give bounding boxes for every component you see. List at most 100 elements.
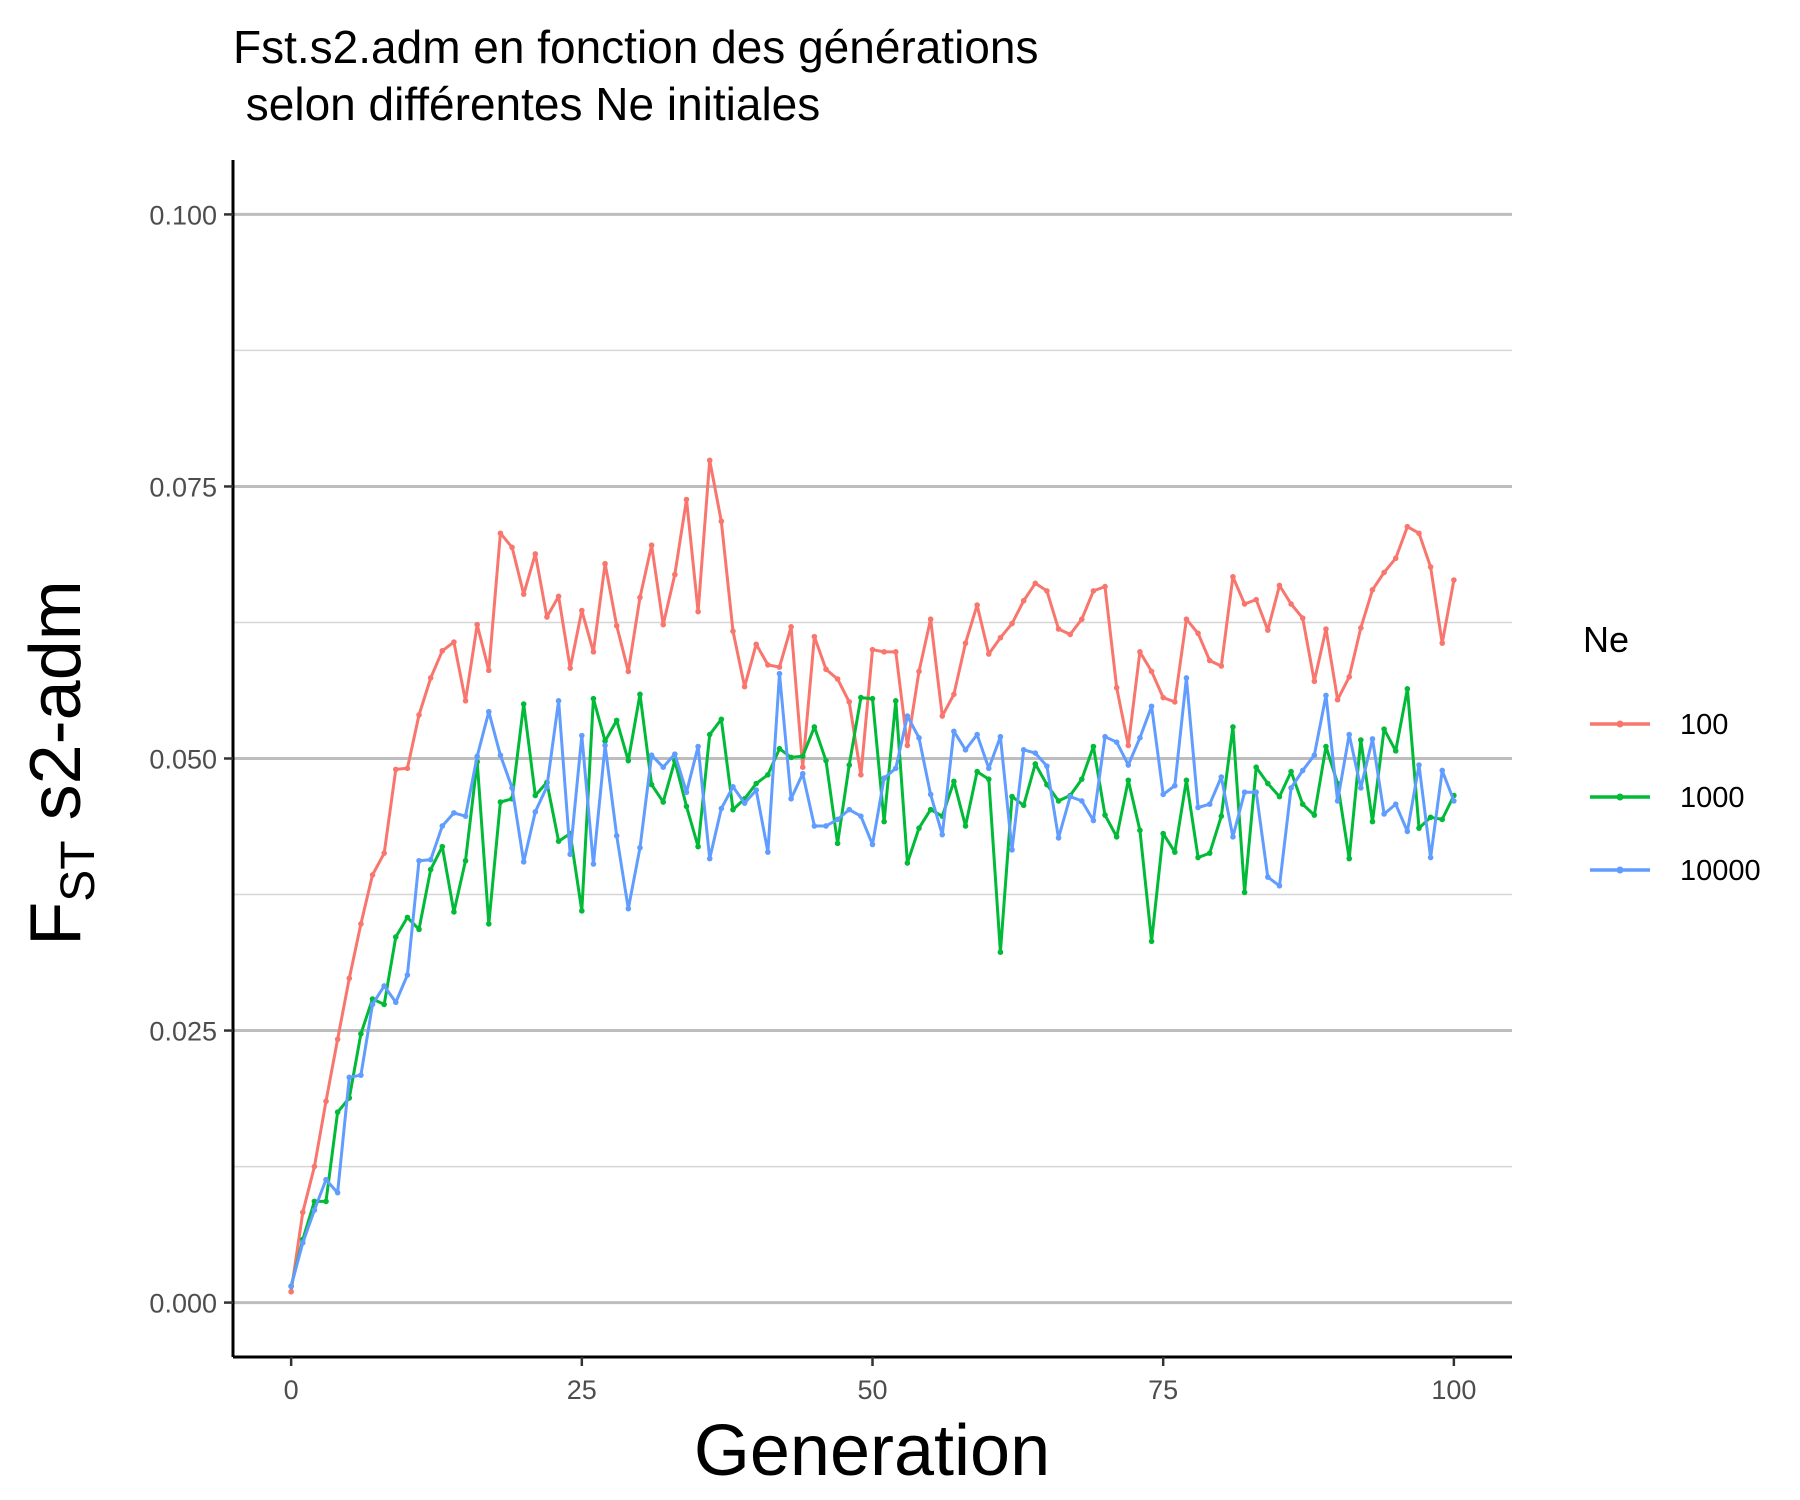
data-point — [1334, 696, 1341, 703]
data-point — [602, 738, 608, 744]
data-point — [1218, 663, 1225, 669]
data-point — [927, 806, 934, 813]
data-point — [1067, 631, 1073, 638]
data-point — [858, 813, 864, 819]
data-point — [951, 691, 957, 698]
data-point — [613, 832, 620, 839]
data-point — [1416, 825, 1422, 831]
series-line-1000 — [289, 687, 1456, 1287]
data-point — [1439, 816, 1446, 823]
data-point — [1439, 767, 1446, 774]
data-point — [613, 717, 620, 724]
data-point — [520, 701, 527, 707]
data-point — [299, 1239, 306, 1246]
data-point — [369, 1001, 376, 1008]
data-point — [765, 772, 771, 778]
data-point — [555, 838, 562, 845]
data-point — [1369, 587, 1376, 593]
data-point — [788, 754, 794, 761]
data-point — [1218, 813, 1225, 819]
data-point — [404, 914, 411, 921]
data-point — [1358, 737, 1364, 743]
data-point — [1102, 812, 1108, 818]
data-point — [1439, 640, 1446, 646]
data-point — [799, 770, 806, 777]
series-line-10000 — [289, 672, 1456, 1287]
data-point — [451, 810, 457, 816]
data-point — [288, 1288, 294, 1295]
data-point — [1299, 801, 1306, 808]
data-point — [1311, 752, 1318, 759]
data-point — [741, 800, 748, 806]
data-point — [974, 768, 980, 775]
data-point — [1253, 764, 1259, 771]
data-point — [1172, 699, 1178, 705]
data-point — [1137, 827, 1143, 834]
data-point — [555, 593, 562, 600]
y-tick-label: 0.025 — [149, 1017, 217, 1047]
y-axis-title-rest: s2-adm — [16, 580, 96, 840]
data-point — [1113, 684, 1120, 691]
data-point — [1206, 801, 1213, 808]
data-point — [439, 843, 446, 850]
data-point — [334, 1036, 341, 1043]
data-point — [416, 712, 422, 718]
chart-title-line-2: selon différentes Ne initiales — [233, 78, 820, 130]
data-point — [532, 551, 539, 557]
data-point — [718, 805, 725, 812]
data-point — [346, 1074, 353, 1081]
data-point — [1299, 767, 1306, 774]
legend-key-point — [1616, 866, 1624, 874]
data-point — [1253, 789, 1259, 796]
data-point — [951, 728, 957, 735]
data-point — [1148, 938, 1155, 945]
data-point — [427, 675, 434, 681]
data-point — [567, 665, 573, 671]
data-point — [323, 1198, 329, 1205]
data-point — [1078, 798, 1085, 804]
data-point — [1404, 523, 1411, 530]
data-point — [637, 844, 643, 851]
data-point — [1416, 762, 1422, 768]
data-point — [881, 649, 887, 655]
data-point — [1299, 615, 1306, 621]
data-point — [962, 746, 969, 753]
legend-key-point — [1616, 793, 1624, 801]
data-point — [1381, 811, 1387, 817]
data-point — [590, 649, 597, 655]
data-point — [904, 742, 911, 749]
data-point — [997, 634, 1004, 641]
data-point — [1032, 750, 1039, 756]
data-point — [706, 457, 713, 464]
data-point — [1137, 649, 1143, 655]
data-point — [858, 772, 864, 778]
data-point — [962, 823, 969, 829]
data-point — [1183, 777, 1190, 784]
data-point — [660, 621, 667, 628]
data-point — [544, 614, 550, 620]
data-point — [799, 764, 806, 771]
data-point — [974, 602, 980, 608]
data-point — [1276, 883, 1283, 889]
data-point — [1206, 657, 1213, 664]
data-point — [381, 983, 387, 989]
data-point — [695, 608, 701, 615]
data-point — [1392, 801, 1399, 808]
x-tick-label: 100 — [1431, 1375, 1476, 1405]
data-point — [1416, 530, 1422, 537]
x-tick-label: 0 — [284, 1375, 299, 1405]
y-axis-title-main: F — [16, 902, 96, 946]
data-point — [486, 667, 492, 674]
data-point — [846, 806, 853, 813]
data-point — [1090, 743, 1097, 750]
data-point — [427, 866, 434, 873]
series-1000 — [288, 686, 1457, 1290]
data-point — [567, 851, 573, 858]
data-point — [811, 724, 818, 730]
data-point — [846, 762, 853, 768]
data-point — [1055, 798, 1062, 804]
data-point — [579, 908, 585, 914]
y-tick-label: 0.100 — [149, 200, 217, 230]
data-point — [474, 621, 480, 628]
data-point — [1230, 834, 1236, 840]
